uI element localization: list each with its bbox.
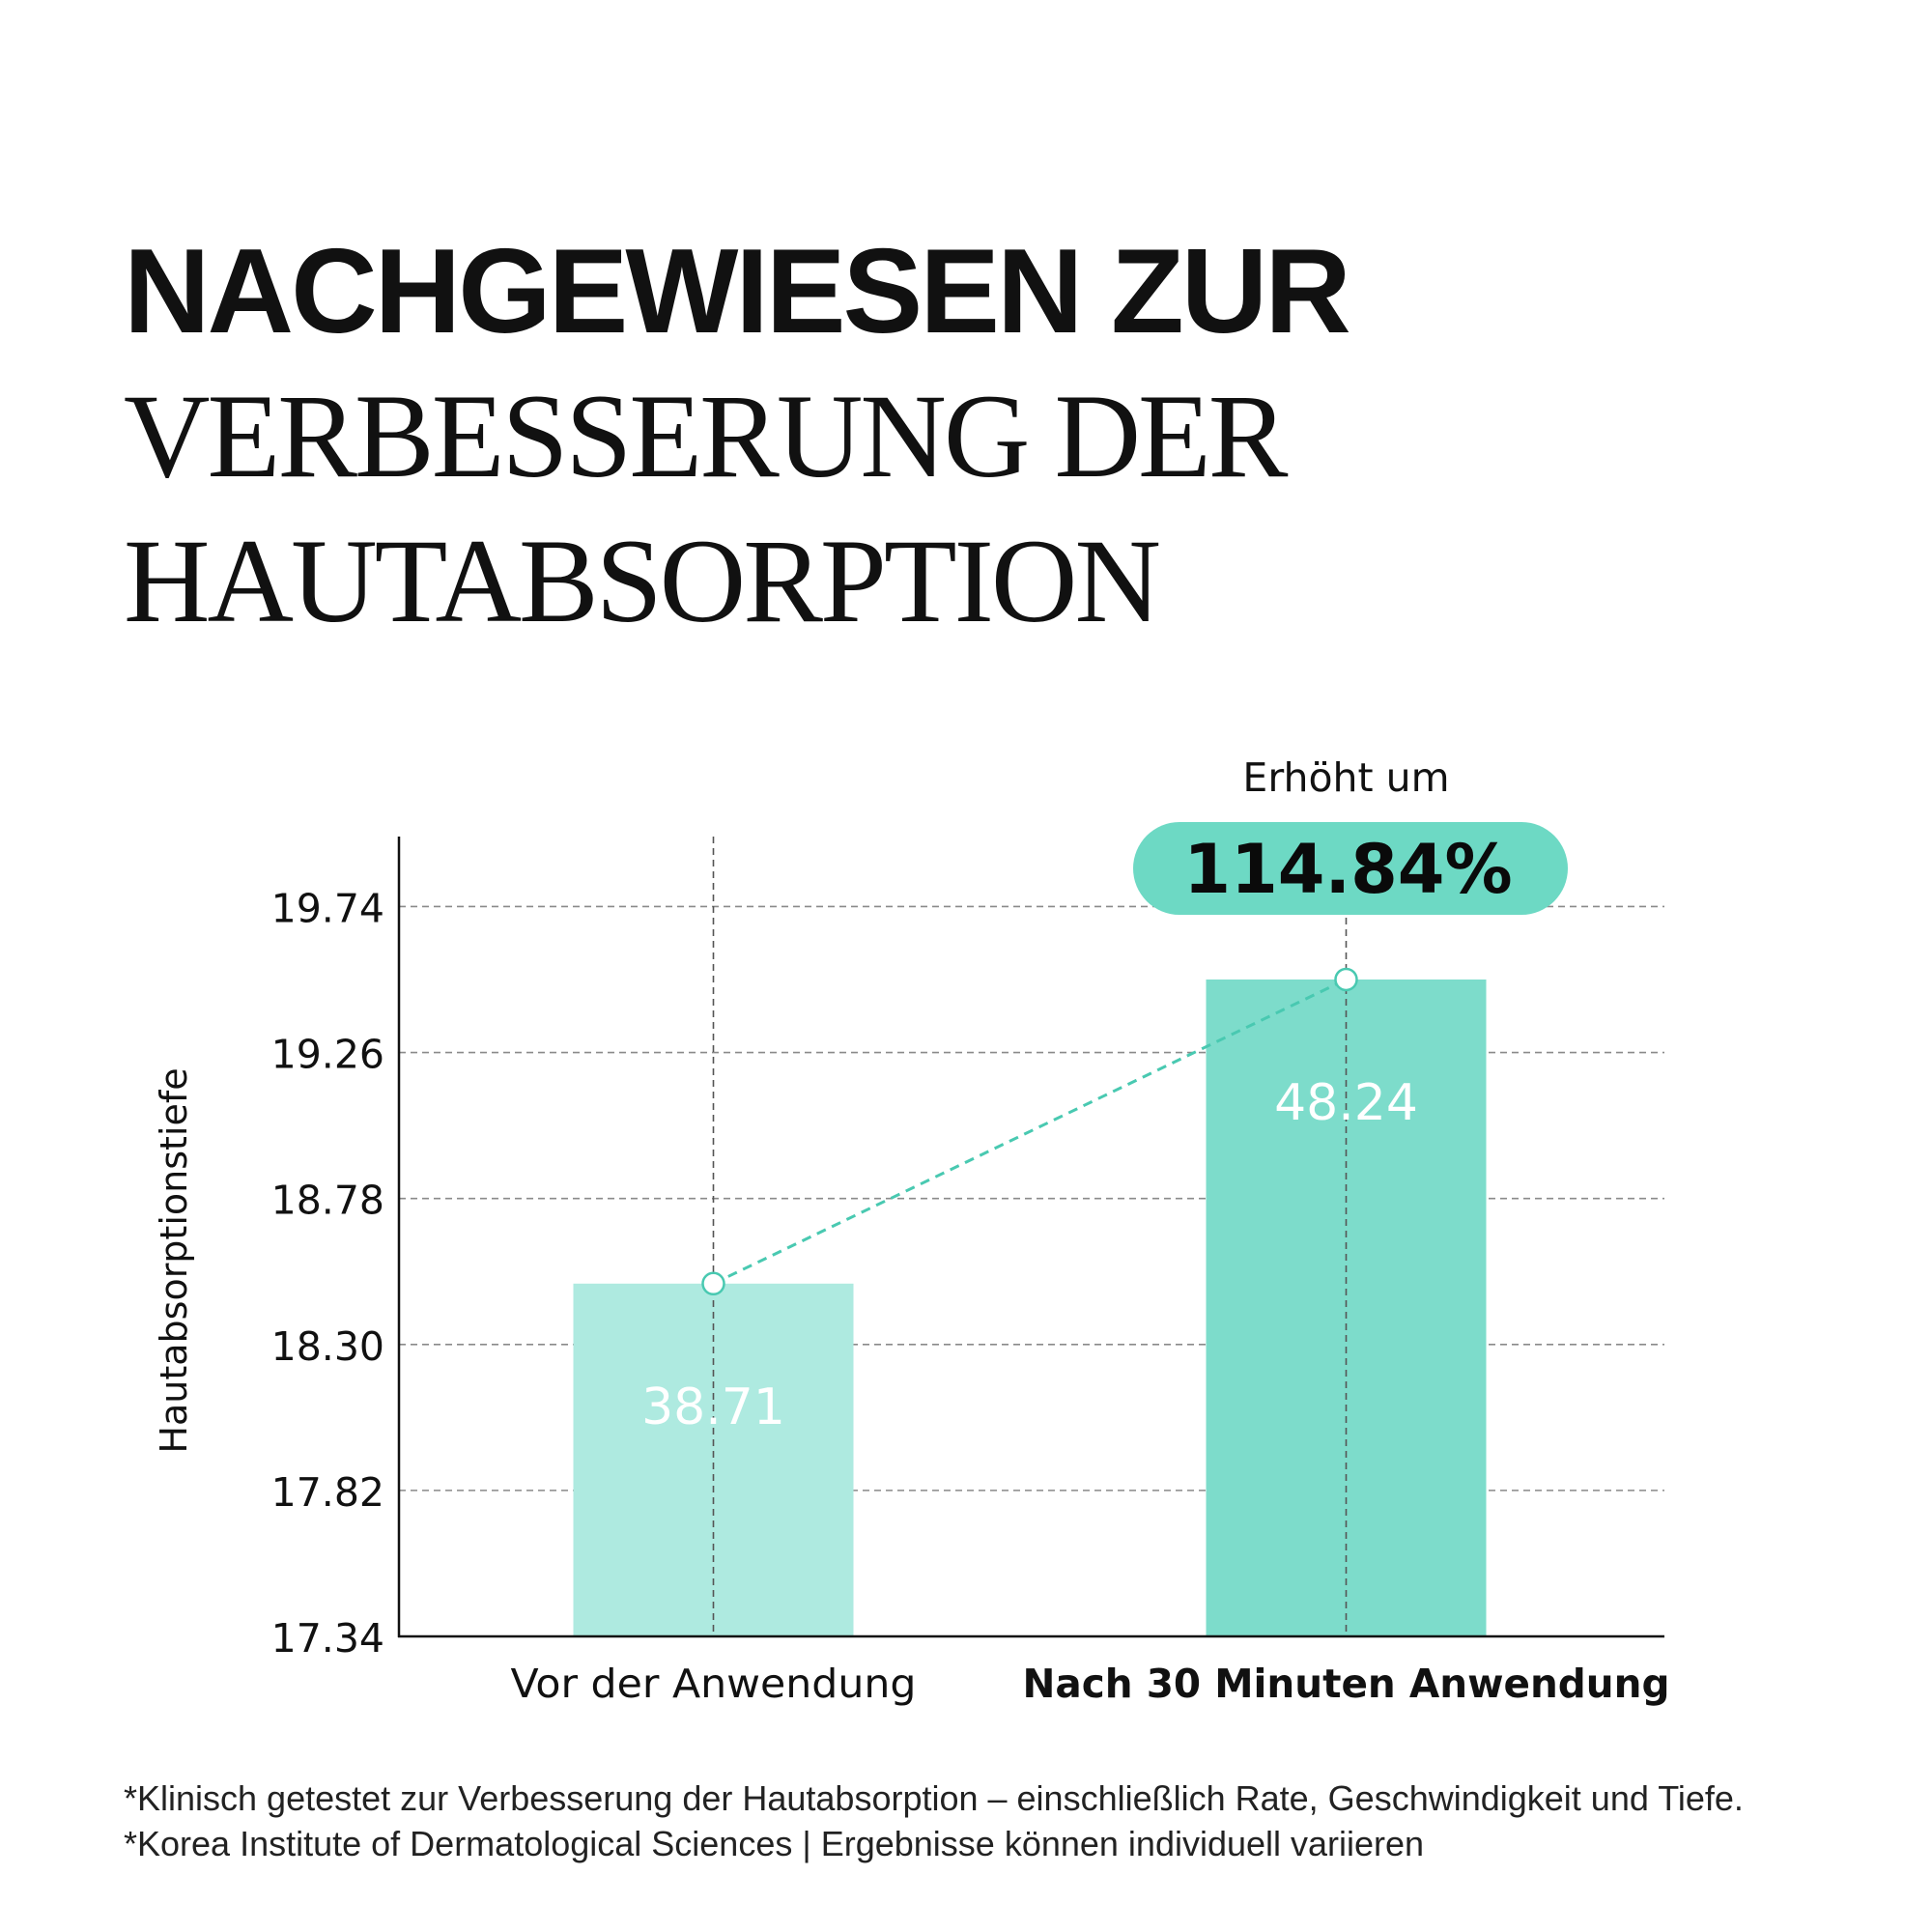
label-layer: 17.34 17.82 18.30 18.78 19.26 19.74 38.71 48.24…	[153, 754, 1670, 1707]
footnotes: *Klinisch getestet zur Verbesserung der …	[124, 1776, 1901, 1866]
headline: NACHGEWIESEN ZUR VERBESSERUNG DER HAUTAB…	[124, 232, 1573, 667]
y-tick-label: 18.78	[271, 1178, 384, 1224]
increase-badge	[1133, 822, 1568, 915]
increase-value: 114.84%	[1183, 830, 1512, 909]
headline-line-1: NACHGEWIESEN ZUR	[124, 225, 1351, 358]
trend-line	[712, 978, 1348, 1286]
y-tick-label: 19.74	[271, 885, 384, 931]
y-tick-label: 17.34	[271, 1615, 384, 1662]
y-axis-title: Hautabsorptionstiefe	[153, 1067, 195, 1453]
bar-value-label-1: 38.71	[641, 1378, 785, 1436]
footnote-1: *Klinisch getestet zur Verbesserung der …	[124, 1778, 1744, 1818]
headline-line-2: VERBESSERUNG DER	[124, 370, 1288, 502]
trend-layer	[701, 967, 1358, 1296]
trend-marker-1	[701, 1271, 725, 1296]
footnote-2: *Korea Institute of Dermatological Scien…	[124, 1824, 1425, 1863]
headline-line-3: HAUTABSORPTION	[124, 515, 1161, 647]
x-category-label: Vor der Anwendung	[511, 1661, 917, 1707]
bar-layer	[573, 979, 1487, 1636]
axes	[397, 837, 1664, 1638]
y-tick-label: 18.30	[271, 1323, 384, 1370]
bar-value-label-2: 48.24	[1274, 1074, 1418, 1132]
x-category-label: Nach 30 Minuten Anwendung	[1023, 1661, 1670, 1707]
y-tick-label: 19.26	[271, 1032, 384, 1078]
annotation-caption: Erhöht um	[1242, 754, 1449, 801]
bar-1	[573, 1283, 854, 1636]
y-tick-label: 17.82	[271, 1469, 384, 1516]
trend-marker-2	[1334, 967, 1358, 992]
